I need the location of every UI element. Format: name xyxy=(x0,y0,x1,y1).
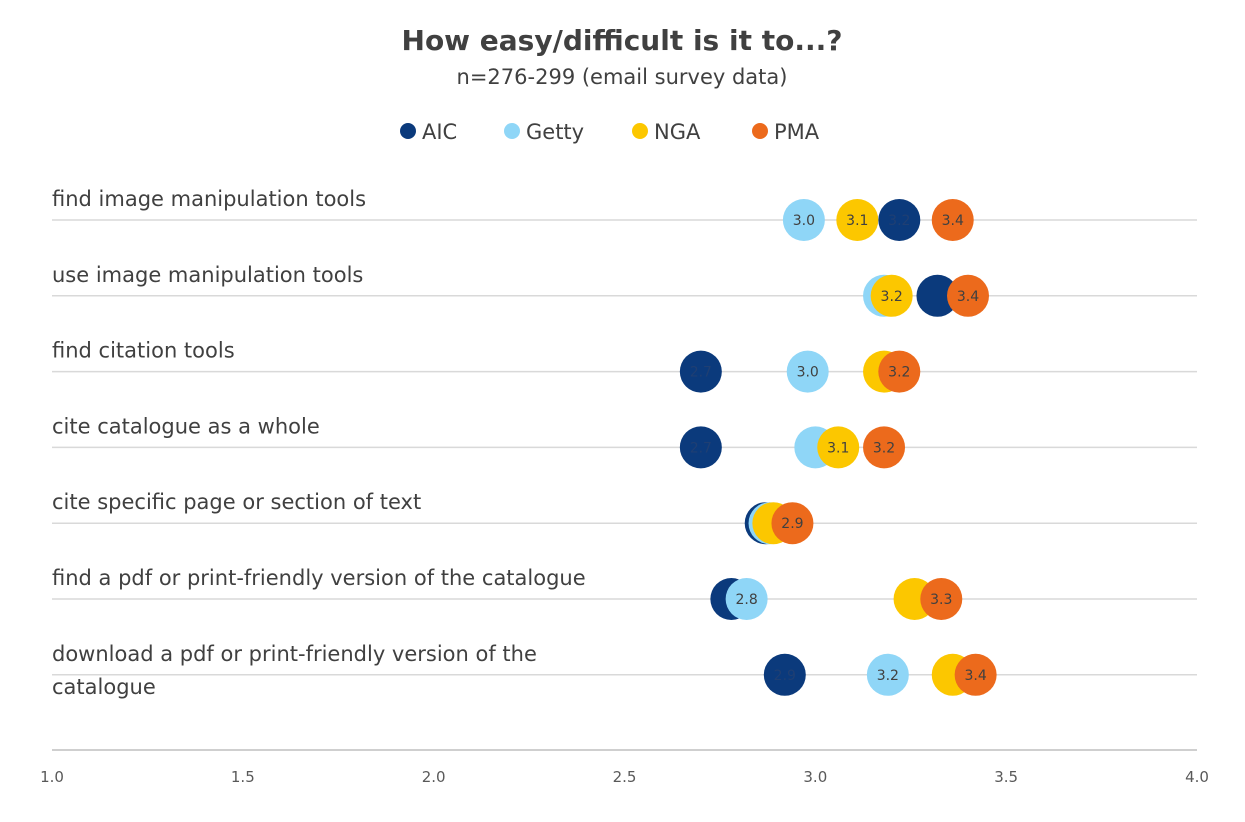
data-label-getty-row-7: 3.2 xyxy=(877,668,899,684)
point-aic-row-2 xyxy=(916,274,959,317)
legend-marker-pma xyxy=(752,123,768,139)
legend-label-nga: NGA xyxy=(654,120,701,144)
x-tick-label-4: 2.5 xyxy=(613,768,637,786)
point-aic-row-7 xyxy=(763,653,806,696)
x-tick-label-2: 1.5 xyxy=(231,768,255,786)
point-pma-row-1 xyxy=(931,199,974,241)
point-pma-row-4 xyxy=(863,426,906,469)
data-label-pma-row-1: 3.4 xyxy=(942,213,964,229)
legend: AIC Getty NGA PMA xyxy=(400,120,820,144)
x-tick-label-5: 3.0 xyxy=(803,768,827,786)
data-label-aic-row-3: 2.7 xyxy=(690,365,712,381)
point-getty-row-6 xyxy=(725,578,768,620)
data-points: 3.2 2.7 2.7 2.9 3.0 3.0 2.8 3.2 3.1 3.2 3.1 3.4 3.4 3… xyxy=(679,199,997,696)
data-label-getty-row-1: 3.0 xyxy=(793,213,815,229)
point-pma-row-5 xyxy=(771,502,814,545)
x-axis: 1.0 1.5 2.0 2.5 3.0 3.5 4.0 xyxy=(40,749,1209,786)
gridlines xyxy=(52,219,1197,676)
legend-label-pma: PMA xyxy=(774,120,820,144)
data-label-aic-row-4: 2.7 xyxy=(690,440,712,456)
chart-title: How easy/difficult is it to...? xyxy=(402,24,843,57)
point-pma-row-7 xyxy=(954,653,997,696)
category-label-5: cite specific page or section of text xyxy=(52,490,421,514)
data-label-pma-row-2: 3.4 xyxy=(957,289,979,305)
data-label-getty-row-3: 3.0 xyxy=(797,365,819,381)
data-label-nga-row-4: 3.1 xyxy=(827,440,849,456)
legend-label-getty: Getty xyxy=(526,120,584,144)
point-pma-row-3 xyxy=(878,350,921,393)
data-label-nga-row-2: 3.2 xyxy=(881,289,903,305)
data-label-pma-row-7: 3.4 xyxy=(965,668,987,684)
chart-subtitle: n=276-299 (email survey data) xyxy=(457,65,788,89)
point-nga-row-1 xyxy=(836,199,879,241)
category-label-7-line-1: download a pdf or print-friendly version… xyxy=(52,642,537,666)
legend-marker-getty xyxy=(504,123,520,139)
point-nga-row-4 xyxy=(817,426,860,469)
legend-label-aic: AIC xyxy=(422,120,457,144)
point-getty-row-7 xyxy=(866,653,909,696)
data-label-pma-row-5: 2.9 xyxy=(781,516,803,532)
point-aic-row-1 xyxy=(878,199,921,241)
point-getty-row-1 xyxy=(782,199,825,241)
category-label-1: find image manipulation tools xyxy=(52,187,366,211)
x-tick-label-6: 3.5 xyxy=(994,768,1018,786)
data-label-pma-row-3: 3.2 xyxy=(888,365,910,381)
point-nga-row-2 xyxy=(870,274,913,317)
data-label-nga-row-1: 3.1 xyxy=(846,213,868,229)
x-tick-label-1: 1.0 xyxy=(40,768,64,786)
category-labels: find image manipulation tools use image m… xyxy=(52,187,586,699)
category-label-7-line-2: catalogue xyxy=(52,675,156,699)
category-label-4: cite catalogue as a whole xyxy=(52,414,320,438)
category-label-3: find citation tools xyxy=(52,339,235,363)
point-pma-row-2 xyxy=(947,274,989,317)
data-label-aic-row-1: 3.2 xyxy=(888,213,910,229)
category-label-6: find a pdf or print-friendly version of … xyxy=(52,566,586,590)
legend-marker-aic xyxy=(400,123,416,139)
point-getty-row-3 xyxy=(786,350,829,393)
legend-marker-nga xyxy=(632,123,648,139)
point-aic-row-4 xyxy=(679,426,722,469)
category-label-2: use image manipulation tools xyxy=(52,263,363,287)
point-aic-row-3 xyxy=(679,350,722,393)
data-label-getty-row-6: 2.8 xyxy=(736,592,758,608)
data-label-pma-row-4: 3.2 xyxy=(873,440,895,456)
x-tick-label-3: 2.0 xyxy=(422,768,446,786)
x-tick-label-7: 4.0 xyxy=(1185,768,1209,786)
data-label-aic-row-7: 2.9 xyxy=(774,668,796,684)
point-pma-row-6 xyxy=(920,578,963,620)
data-label-pma-row-6: 3.3 xyxy=(930,592,952,608)
